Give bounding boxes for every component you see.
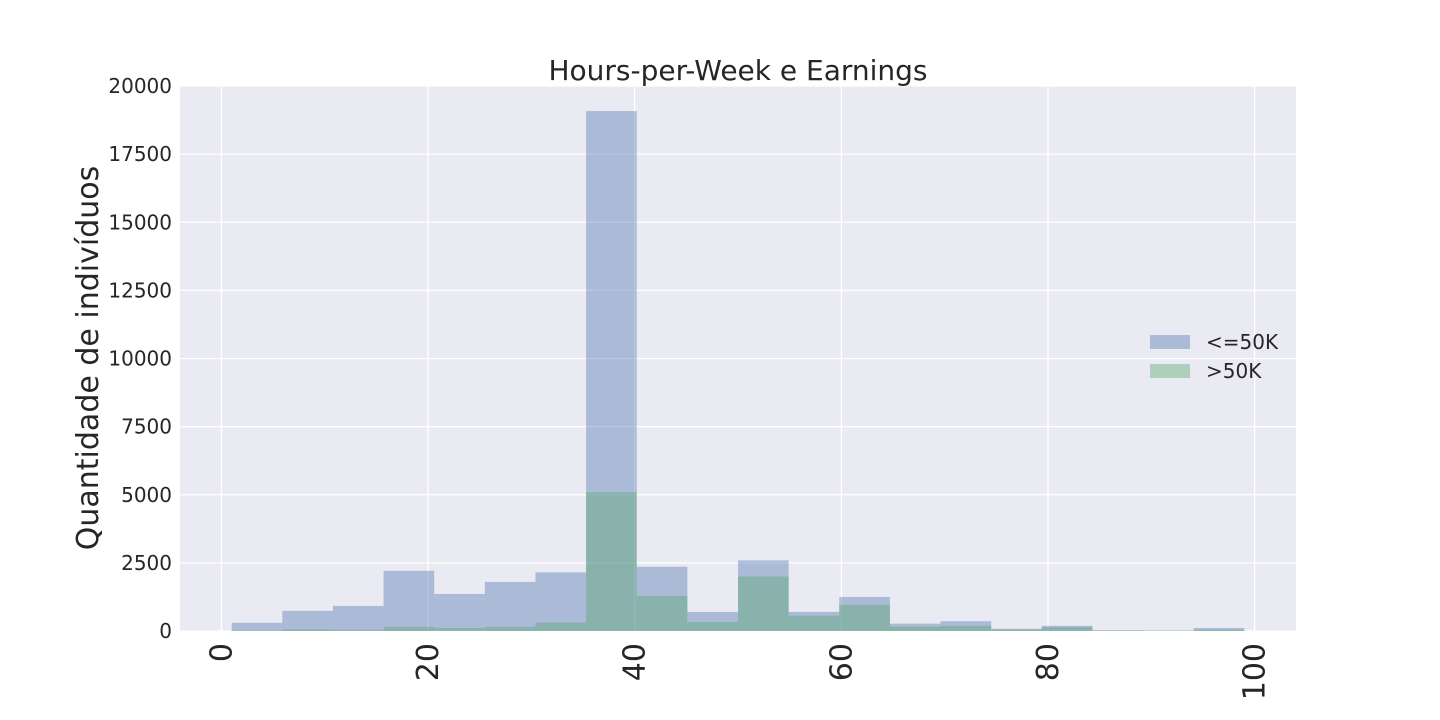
chart-title: Hours-per-Week e Earnings	[548, 54, 927, 87]
histogram-bar-series-2	[738, 576, 789, 631]
histogram-bar-series-1	[586, 111, 637, 631]
histogram-bar-series-1	[1041, 625, 1093, 631]
legend-swatch	[1150, 335, 1190, 349]
legend-label: <=50K	[1206, 330, 1279, 354]
histogram-bar-series-1	[535, 572, 587, 631]
histogram-bar-series-2	[687, 622, 738, 631]
histogram-bar-series-2	[586, 492, 637, 631]
y-tick-label: 5000	[121, 483, 172, 507]
y-tick-label: 0	[159, 619, 172, 643]
legend-swatch	[1150, 364, 1190, 378]
legend-label: >50K	[1206, 359, 1262, 383]
x-tick-label: 40	[618, 643, 653, 681]
histogram-bar-series-1	[383, 570, 435, 631]
histogram-bar-series-1	[839, 596, 890, 631]
y-tick-label: 15000	[108, 210, 172, 234]
histogram-bar-series-2	[434, 628, 485, 631]
histogram-bar-series-1	[889, 623, 941, 631]
histogram-bar-series-1	[332, 605, 384, 631]
histogram-bar-series-2	[282, 629, 333, 631]
x-tick-label: 20	[411, 643, 446, 681]
histogram-bar-series-1	[636, 566, 688, 631]
histogram-bar-series-2	[535, 622, 587, 631]
grid-lines	[180, 85, 1296, 632]
histogram-bar-series-2	[231, 630, 283, 631]
y-tick-label: 7500	[121, 415, 172, 439]
y-tick-label: 2500	[121, 551, 172, 575]
legend: <=50K >50K	[1150, 330, 1279, 383]
histogram-bar-series-2	[636, 595, 688, 631]
y-tick-label: 17500	[108, 142, 172, 166]
histogram-bar-series-2	[1193, 629, 1245, 631]
histogram-bar-series-2	[332, 629, 384, 631]
histogram-bar-series-2	[1041, 627, 1093, 631]
x-tick-label: 0	[204, 643, 239, 662]
histogram-bar-series-2	[484, 626, 536, 631]
histogram-bar-series-2	[991, 629, 1042, 631]
histogram-bar-series-1	[991, 628, 1042, 631]
y-tick-label: 10000	[108, 347, 172, 371]
histogram-bar-series-1	[484, 581, 536, 631]
histogram-bar-series-2	[788, 615, 840, 631]
y-tick-label: 12500	[108, 278, 172, 302]
x-tick-label: 80	[1031, 643, 1066, 681]
histogram-bar-series-1	[687, 611, 738, 631]
histogram-bar-series-1	[738, 560, 789, 631]
histogram-bar-series-1	[1092, 630, 1144, 631]
x-tick-label: 60	[824, 643, 859, 681]
y-tick-label: 20000	[108, 74, 172, 98]
axis-ticks: 0 2500 5000 7500 10000 12500 15000 17500 20000 0 2…	[108, 74, 1272, 700]
histogram-bar-series-1	[1193, 628, 1245, 631]
histogram-bar-series-1	[231, 622, 283, 631]
histogram-bar-series-1	[1143, 630, 1194, 631]
bars	[231, 111, 1245, 631]
histogram-bar-series-1	[434, 593, 485, 631]
y-axis-label: Quantidade de indivíduos	[71, 166, 106, 550]
histogram-bar-series-2	[889, 626, 941, 631]
histogram-bar-series-2	[839, 604, 890, 631]
histogram-bar-series-1	[940, 621, 992, 631]
histogram-bar-series-1	[788, 611, 840, 631]
histogram-bar-series-2	[940, 625, 992, 631]
x-tick-label: 100	[1238, 643, 1273, 700]
histogram-bar-series-1	[282, 610, 333, 631]
histogram-bar-series-2	[383, 626, 435, 631]
